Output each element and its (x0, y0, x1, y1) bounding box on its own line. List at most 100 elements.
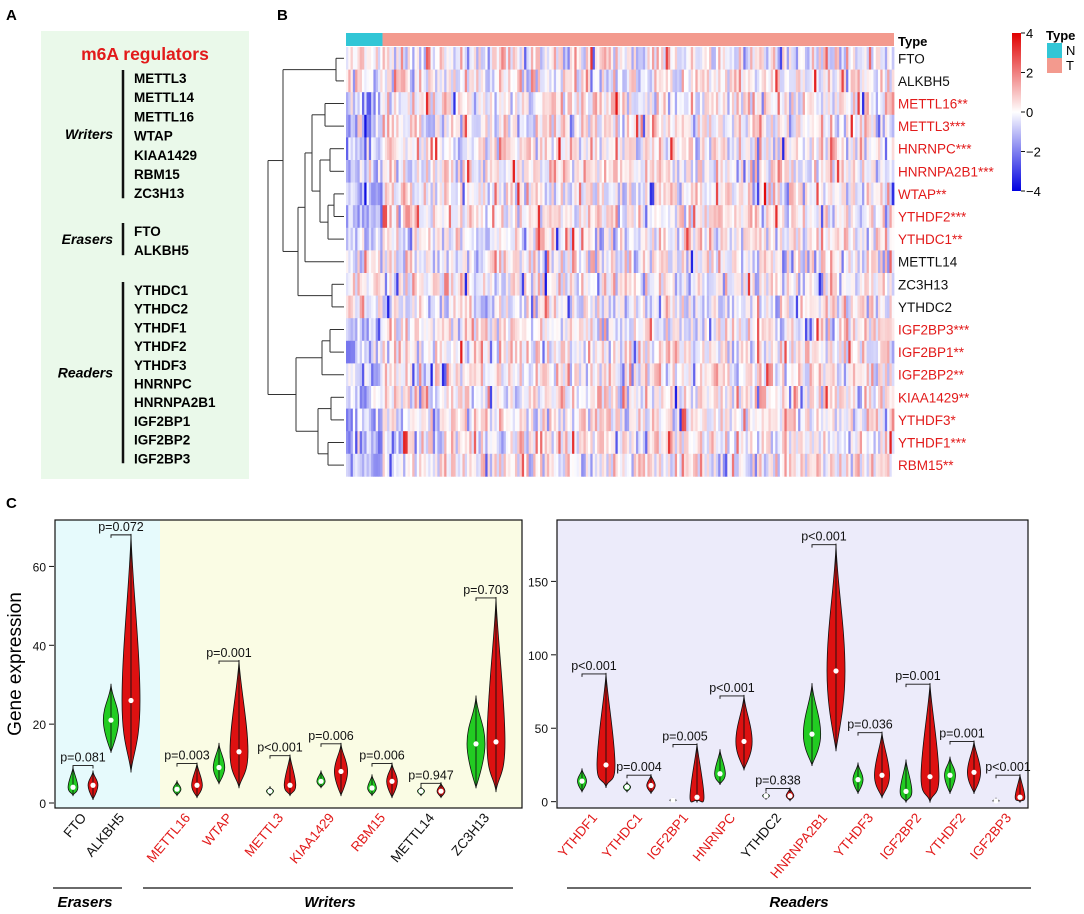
heatmap-cell (715, 250, 719, 274)
heatmap-cell (590, 160, 593, 183)
heatmap-cell (377, 160, 381, 183)
heatmap-cell (640, 227, 644, 251)
heatmap-cell (366, 363, 370, 387)
heatmap-cell (727, 408, 730, 432)
heatmap-cell (782, 386, 785, 409)
heatmap-cell (583, 69, 587, 93)
heatmap-cell (549, 273, 552, 296)
heatmap-cell (633, 386, 637, 409)
heatmap-cell (635, 453, 639, 477)
heatmap-cell (530, 160, 534, 183)
heatmap-cell (498, 137, 502, 161)
heatmap-cell (693, 250, 696, 274)
heatmap-cell (457, 273, 461, 296)
heatmap-cell (441, 386, 445, 409)
heatmap-cell (745, 431, 749, 455)
heatmap-cell (663, 160, 667, 183)
heatmap-cell (380, 340, 383, 364)
heatmap-cell (887, 295, 890, 319)
heatmap-cell (683, 295, 687, 319)
heatmap-cell (375, 453, 379, 477)
heatmap-cell (871, 431, 874, 455)
heatmap-cell (809, 386, 813, 409)
heatmap-cell (441, 431, 445, 455)
heatmap-cell (871, 227, 874, 251)
heatmap-cell (485, 273, 488, 296)
heatmap-cell (574, 205, 578, 229)
heatmap-cell (508, 318, 511, 342)
heatmap-row-label: ALKBH5 (898, 74, 950, 89)
heatmap-cell (346, 408, 349, 432)
heatmap-cell (754, 182, 758, 206)
heatmap-cell (560, 250, 564, 274)
heatmap-cell (524, 227, 527, 251)
heatmap-cell (738, 114, 742, 138)
heatmap-cell (368, 408, 372, 432)
heatmap-cell (610, 114, 614, 138)
heatmap-cell (727, 160, 730, 183)
heatmap-cell (720, 160, 724, 183)
heatmap-cell (514, 69, 518, 93)
heatmap-cell (496, 227, 500, 251)
heatmap-cell (464, 114, 468, 138)
heatmap-cell (467, 318, 470, 342)
heatmap-cell (818, 453, 822, 477)
heatmap-cell (690, 47, 694, 70)
heatmap-cell (709, 69, 712, 93)
heatmap-cell (649, 340, 653, 364)
heatmap-cell (562, 318, 566, 342)
heatmap-cell (432, 182, 436, 206)
heatmap-cell (464, 137, 468, 161)
heatmap-cell (875, 431, 879, 455)
heatmap-cell (430, 363, 434, 387)
heatmap-cell (451, 114, 454, 138)
heatmap-cell (380, 114, 383, 138)
heatmap-cell (665, 250, 669, 274)
heatmap-cell (868, 453, 872, 477)
heatmap-cell (517, 318, 520, 342)
heatmap-cell (752, 318, 756, 342)
heatmap-cell (677, 250, 680, 274)
heatmap-cell (761, 47, 765, 70)
p-bracket (72, 765, 94, 769)
heatmap-cell (588, 431, 591, 455)
heatmap-cell (391, 205, 395, 229)
heatmap-cell (651, 431, 655, 455)
heatmap-cell (631, 92, 635, 116)
heatmap-cell (572, 92, 575, 116)
heatmap-cell (873, 250, 877, 274)
heatmap-cell (811, 453, 815, 477)
p-value-label: p<0.001 (571, 659, 617, 673)
heatmap-cell (480, 47, 484, 70)
heatmap-cell (462, 205, 466, 229)
heatmap-cell (718, 386, 721, 409)
heatmap-cell (699, 47, 703, 70)
heatmap-cell (521, 69, 525, 93)
gene-item: YTHDC2 (134, 302, 188, 317)
heatmap-cell (432, 205, 436, 229)
heatmap-cell (681, 273, 685, 296)
heatmap-cell (620, 47, 623, 70)
heatmap-cell (416, 47, 420, 70)
heatmap-cell (640, 273, 644, 296)
heatmap-cell (368, 318, 372, 342)
heatmap-cell (460, 160, 463, 183)
heatmap-cell (811, 205, 815, 229)
heatmap-cell (775, 182, 778, 206)
heatmap-cell (750, 114, 753, 138)
heatmap-cell (364, 363, 367, 387)
heatmap-cell (809, 47, 813, 70)
heatmap-cell (670, 160, 673, 183)
heatmap-cell (770, 137, 774, 161)
heatmap-cell (761, 92, 765, 116)
heatmap-cell (816, 205, 820, 229)
heatmap-cell (391, 160, 395, 183)
heatmap-cell (825, 363, 829, 387)
heatmap-cell (681, 295, 685, 319)
heatmap-cell (878, 273, 881, 296)
heatmap-cell (432, 318, 436, 342)
heatmap-cell (412, 340, 415, 364)
heatmap-cell (850, 295, 854, 319)
heatmap-cell (430, 47, 434, 70)
heatmap-cell (768, 137, 772, 161)
